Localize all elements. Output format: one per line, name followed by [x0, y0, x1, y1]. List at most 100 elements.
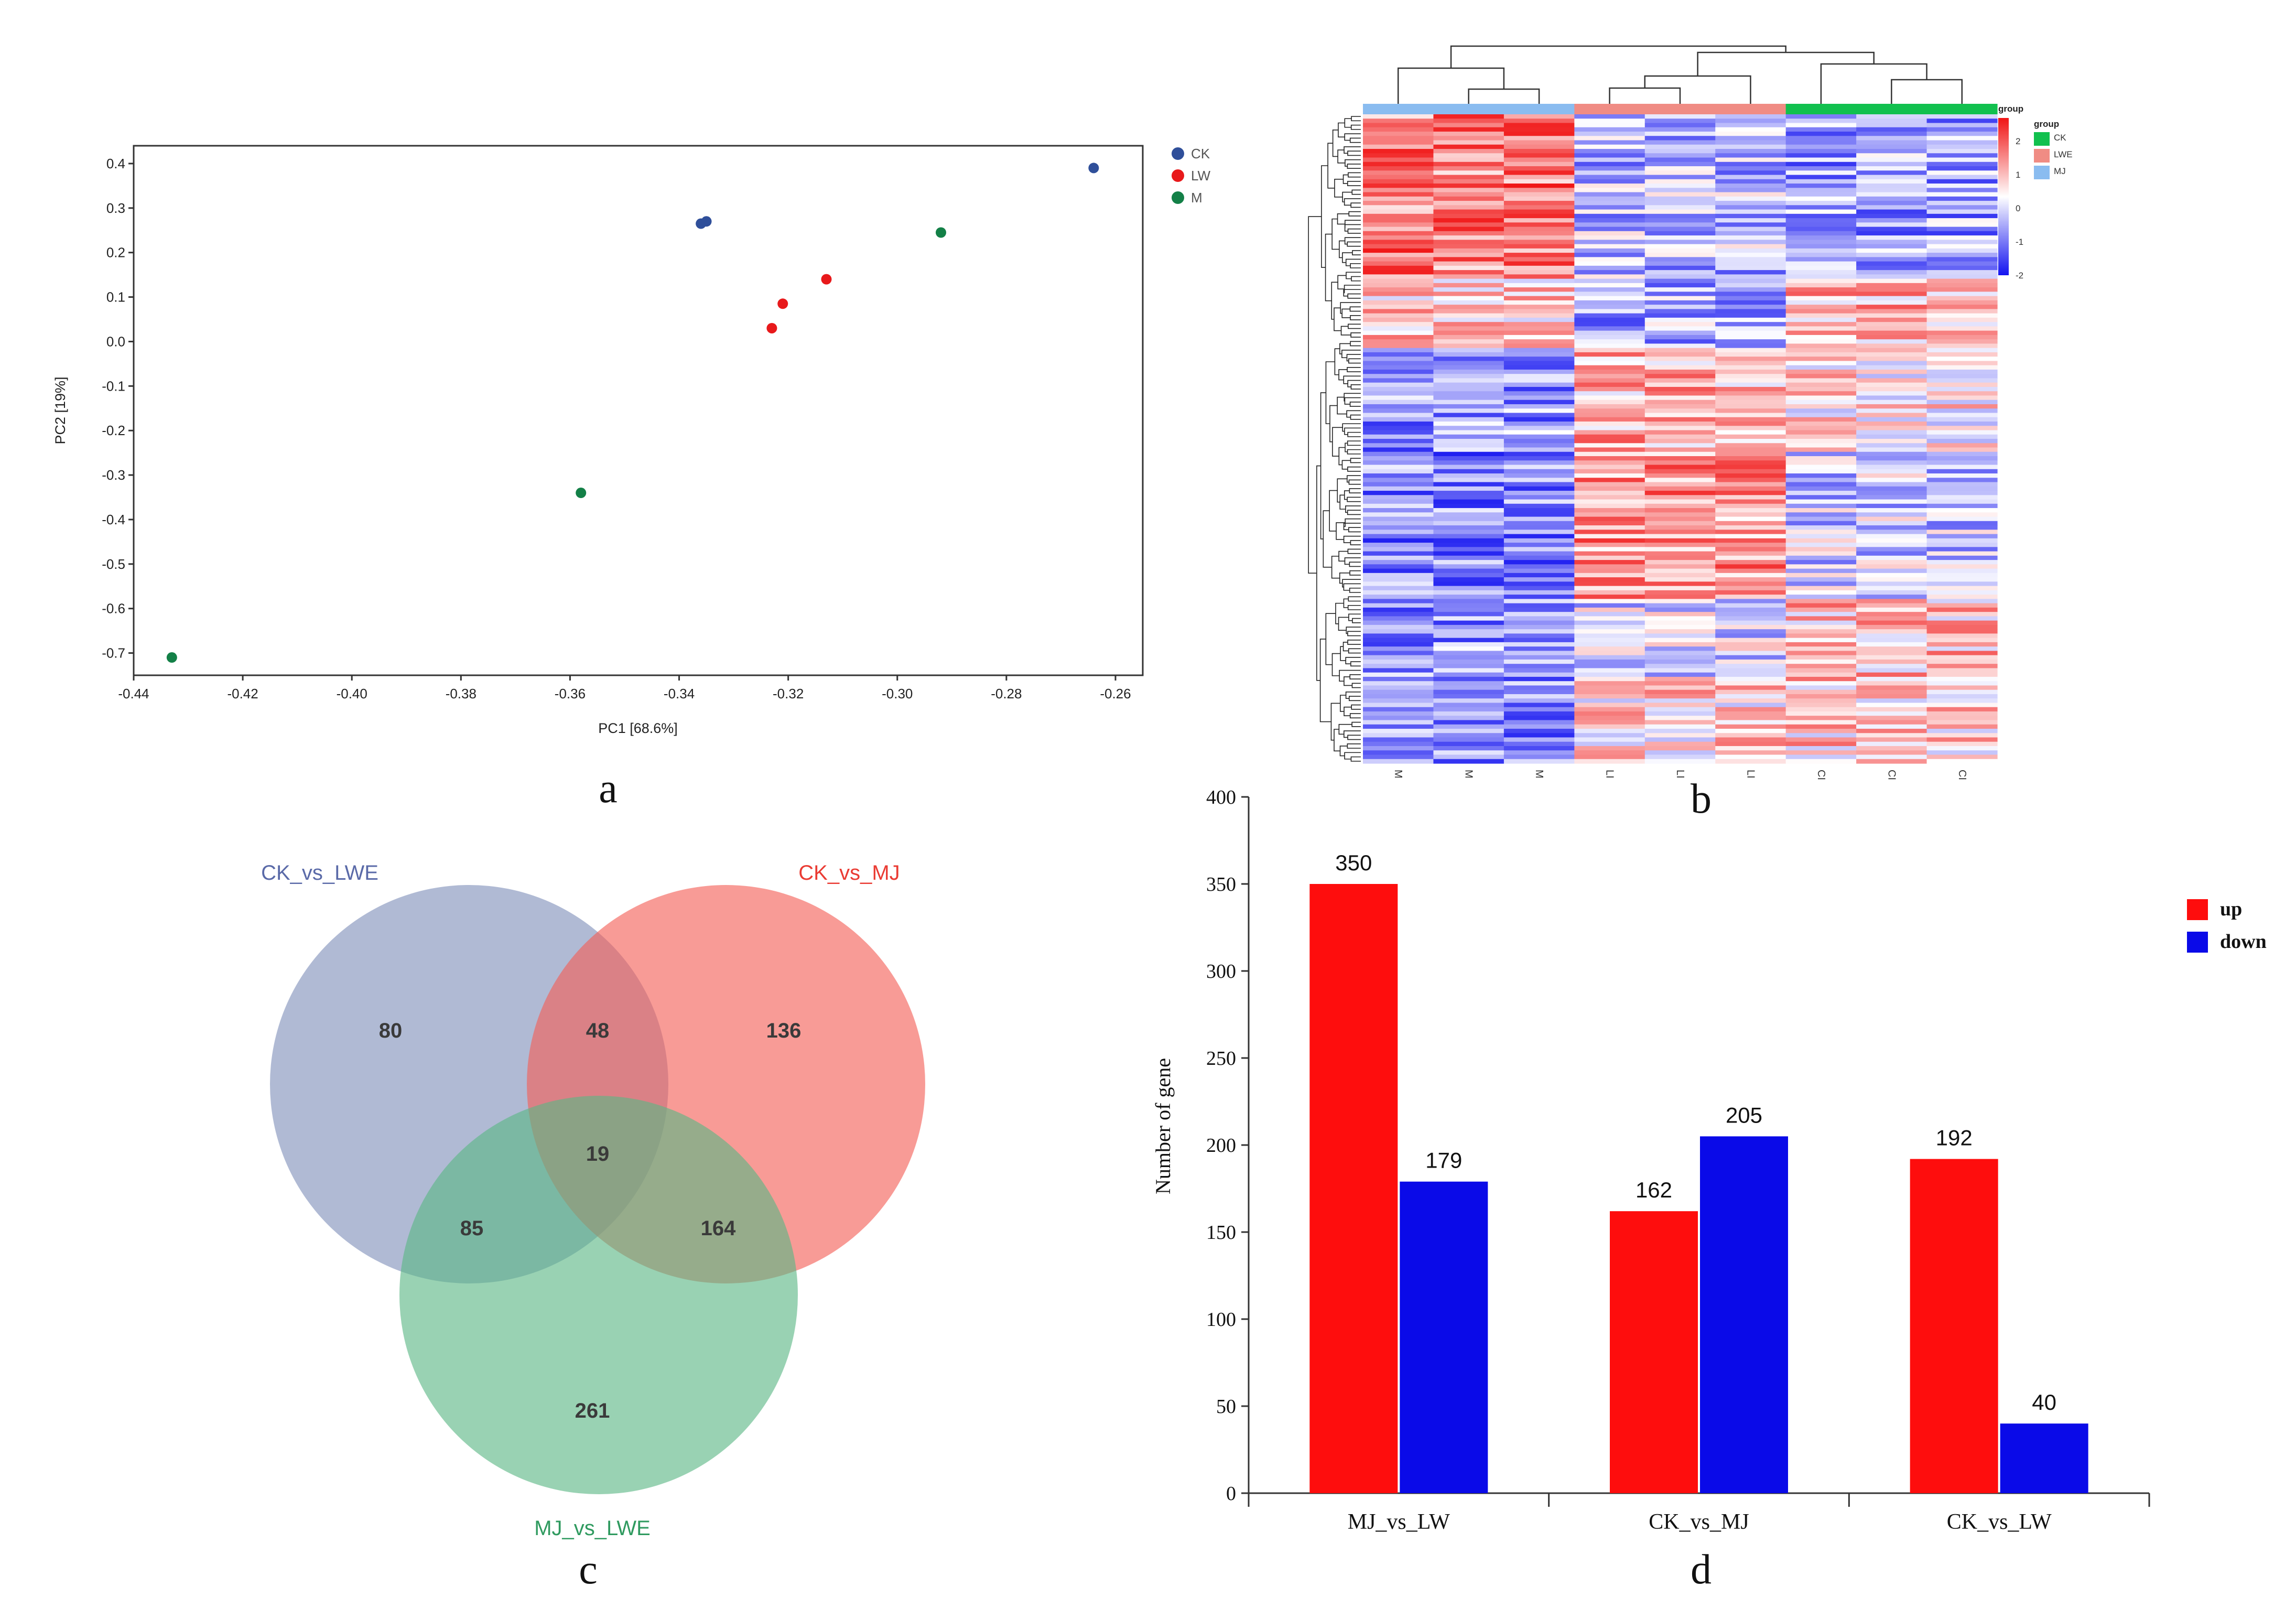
heatmap-cell	[1363, 486, 1434, 491]
heatmap-row-dendrogram	[1308, 116, 1361, 762]
heatmap-cell	[1644, 629, 1716, 634]
heatmap-cell	[1926, 231, 1998, 236]
heatmap-cell	[1715, 460, 1786, 466]
heatmap-cell	[1644, 577, 1716, 582]
heatmap-cell	[1856, 408, 1927, 414]
heatmap-cell	[1926, 616, 1998, 621]
heatmap-cell	[1926, 486, 1998, 491]
heatmap-cell	[1644, 620, 1716, 625]
heatmap-cell	[1926, 317, 1998, 322]
heatmap-cell	[1715, 248, 1786, 253]
heatmap-cell	[1856, 456, 1927, 461]
heatmap-cell	[1856, 599, 1927, 604]
heatmap-cell	[1644, 175, 1716, 180]
heatmap-legend-label: LWE	[2054, 149, 2073, 159]
heatmap-cell	[1856, 278, 1927, 284]
heatmap-cell	[1644, 590, 1716, 595]
pca-x-tick-label: -0.42	[227, 686, 258, 701]
heatmap-cell	[1363, 248, 1434, 253]
heatmap-cell	[1363, 426, 1434, 431]
heatmap-cell	[1785, 737, 1857, 742]
heatmap-cell	[1856, 123, 1927, 128]
heatmap-cell	[1363, 478, 1434, 483]
heatmap-cell	[1433, 426, 1504, 431]
bar-value-label: 162	[1636, 1178, 1672, 1202]
heatmap-cell	[1926, 322, 1998, 327]
heatmap-cell	[1856, 144, 1927, 149]
heatmap-cell	[1856, 525, 1927, 530]
bar-up	[1309, 884, 1398, 1493]
heatmap-cell	[1856, 746, 1927, 751]
heatmap-cell	[1433, 633, 1504, 639]
heatmap-cell	[1715, 253, 1786, 257]
heatmap-cell	[1856, 737, 1927, 742]
heatmap-cell	[1574, 322, 1645, 327]
heatmap-cell	[1856, 339, 1927, 344]
heatmap-cell	[1715, 196, 1786, 201]
heatmap-cell	[1503, 590, 1575, 595]
heatmap-cell	[1433, 595, 1504, 599]
heatmap-cell	[1363, 413, 1434, 418]
heatmap-cell	[1574, 568, 1645, 574]
heatmap-cell	[1433, 292, 1504, 297]
heatmap-cell	[1433, 530, 1504, 535]
heatmap-cell	[1785, 750, 1857, 755]
heatmap-cell	[1433, 607, 1504, 612]
heatmap-cell	[1715, 473, 1786, 478]
heatmap-cell	[1715, 655, 1786, 660]
heatmap-cell	[1644, 326, 1716, 331]
heatmap-cell	[1574, 521, 1645, 526]
heatmap-cell	[1785, 287, 1857, 292]
pca-point-m	[576, 488, 587, 499]
heatmap-cell	[1574, 132, 1645, 136]
heatmap-cell	[1856, 638, 1927, 643]
heatmap-cell	[1715, 166, 1786, 171]
heatmap-cell	[1644, 694, 1716, 699]
heatmap-cell	[1574, 516, 1645, 522]
heatmap-cell	[1785, 313, 1857, 318]
heatmap-cell	[1503, 140, 1575, 145]
heatmap-cell	[1926, 703, 1998, 708]
heatmap-cell	[1574, 317, 1645, 322]
heatmap-cell	[1574, 352, 1645, 357]
heatmap-cell	[1363, 270, 1434, 275]
heatmap-cell	[1433, 339, 1504, 344]
venn-region-count: 261	[575, 1399, 610, 1422]
heatmap-cell	[1574, 270, 1645, 275]
heatmap-cell	[1856, 140, 1927, 145]
heatmap-cell	[1503, 538, 1575, 543]
heatmap-cell	[1926, 175, 1998, 180]
heatmap-cell	[1433, 240, 1504, 245]
heatmap-cell	[1644, 235, 1716, 240]
heatmap-cell	[1715, 201, 1786, 206]
heatmap-cell	[1574, 638, 1645, 643]
venn-set-name: CK_vs_MJ	[798, 861, 900, 884]
heatmap-cell	[1363, 309, 1434, 314]
heatmap-cell	[1644, 382, 1716, 387]
heatmap-cell	[1644, 447, 1716, 452]
heatmap-cell	[1715, 737, 1786, 742]
heatmap-cell	[1856, 265, 1927, 271]
heatmap-cell	[1715, 568, 1786, 574]
heatmap-cell	[1644, 274, 1716, 279]
heatmap-cell	[1503, 616, 1575, 621]
heatmap-cell	[1574, 538, 1645, 543]
heatmap-cell	[1503, 737, 1575, 742]
heatmap-cell	[1785, 382, 1857, 387]
heatmap-cell	[1785, 698, 1857, 704]
heatmap-cell	[1856, 374, 1927, 379]
heatmap-cell	[1644, 395, 1716, 401]
heatmap-cell	[1785, 426, 1857, 431]
heatmap-cell	[1503, 309, 1575, 314]
heatmap-cell	[1785, 482, 1857, 487]
heatmap-cell	[1785, 132, 1857, 136]
heatmap-cell	[1856, 724, 1927, 729]
heatmap-cell	[1715, 330, 1786, 336]
bar-legend-label: down	[2220, 931, 2267, 953]
heatmap-cell	[1856, 300, 1927, 305]
heatmap-cell	[1715, 374, 1786, 379]
heatmap-cell	[1715, 698, 1786, 704]
heatmap-cell	[1363, 205, 1434, 210]
heatmap-cell	[1363, 716, 1434, 721]
heatmap-cell	[1433, 235, 1504, 240]
